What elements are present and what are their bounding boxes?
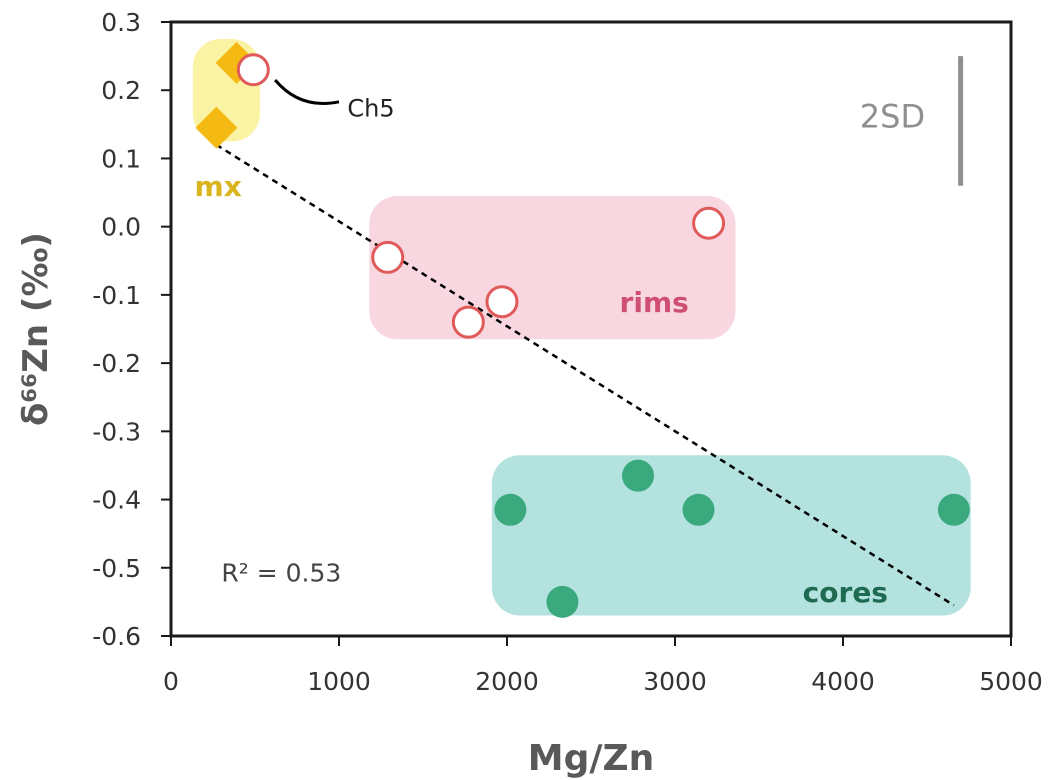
annotation-r2: R² = 0.53: [221, 558, 341, 587]
group-label-cores: cores: [803, 576, 888, 609]
y-tick-label: -0.5: [92, 554, 141, 583]
group-label-mx: mx: [195, 170, 242, 203]
axes: 0 1000 2000 3000 4000 5000 0.3 0.2 0.1 0.0 -0.1 -0.…: [92, 8, 1043, 696]
x-tick-label: 3000: [643, 667, 707, 696]
point-rims-4: [485, 285, 519, 319]
point-cores-4: [682, 493, 715, 526]
x-tick-label: 5000: [979, 667, 1043, 696]
data-points: [195, 41, 970, 618]
y-tick-label: 0.0: [101, 213, 141, 242]
x-tick-label: 0: [163, 667, 179, 696]
annotation-ch5: Ch5: [347, 94, 394, 122]
y-tick-label: -0.1: [92, 281, 141, 310]
point-rims-1: [236, 53, 270, 87]
trendline-layer: [215, 143, 955, 607]
point-cores-3: [622, 459, 655, 492]
point-cores-1: [494, 493, 527, 526]
annotation-2sd: 2SD: [860, 98, 925, 136]
leader-line: [274, 79, 340, 106]
point-mx-2: [195, 106, 238, 149]
group-regions: mx rims cores: [192, 39, 971, 616]
group-region-cores: [491, 455, 971, 616]
y-tick-label: 0.3: [101, 8, 141, 37]
point-cores-2: [546, 585, 579, 618]
trendline: [215, 143, 955, 607]
point-rims-2: [371, 240, 405, 274]
annotation-layer: Ch5 R² = 0.53 2SD: [221, 56, 964, 587]
x-tick-label: 2000: [475, 667, 539, 696]
y-tick-label: 0.1: [101, 144, 141, 173]
x-tick-label: 1000: [307, 667, 371, 696]
plot-frame: [169, 20, 1013, 638]
point-rims-5: [692, 206, 726, 240]
y-axis-title: δ⁶⁶Zn (‰): [16, 232, 56, 426]
y-tick-label: -0.6: [92, 622, 141, 651]
y-tick-label: -0.3: [92, 417, 141, 446]
point-cores-5: [937, 493, 970, 526]
y-tick-label: -0.2: [92, 349, 141, 378]
point-rims-3: [451, 305, 485, 339]
group-label-rims: rims: [620, 286, 689, 319]
x-axis-title: Mg/Zn: [528, 738, 654, 779]
x-tick-label: 4000: [811, 667, 875, 696]
y-tick-label: -0.4: [92, 486, 141, 515]
y-tick-label: 0.2: [101, 76, 141, 105]
group-region-rims: [369, 195, 736, 340]
